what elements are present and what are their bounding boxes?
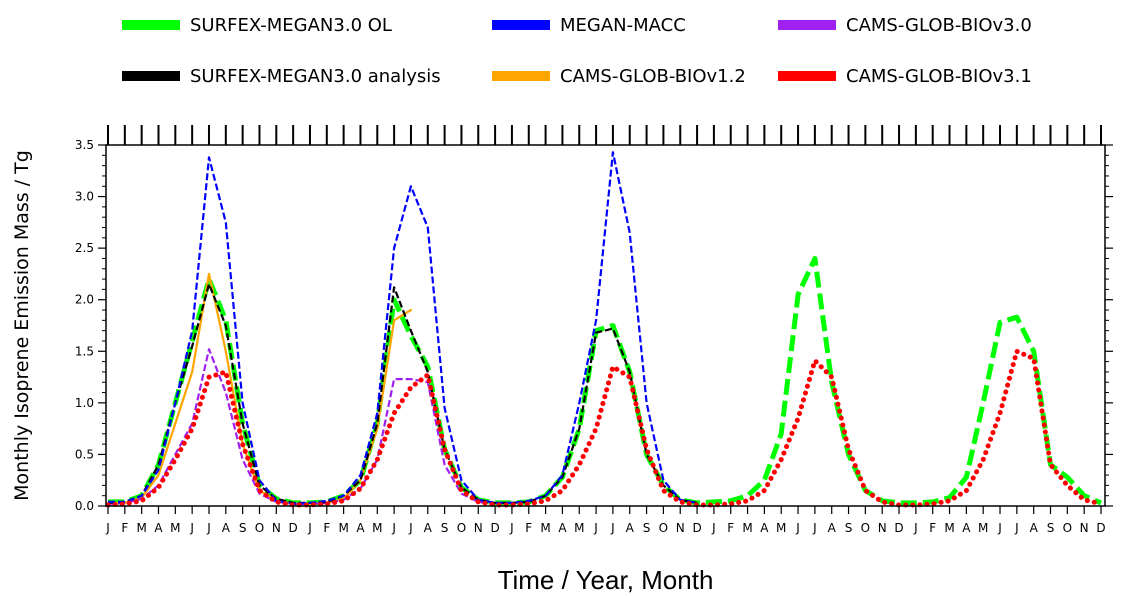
x-month-label: J <box>610 521 615 535</box>
series-line-megan-macc <box>108 151 698 505</box>
x-month-label: O <box>1063 521 1072 535</box>
x-month-label: D <box>692 521 701 535</box>
x-month-label: J <box>408 521 413 535</box>
x-month-label: J <box>307 521 312 535</box>
x-month-label: N <box>878 521 887 535</box>
x-month-label: F <box>121 521 128 535</box>
plot-frame <box>105 144 1106 507</box>
y-tick-label: 1.0 <box>75 396 94 410</box>
x-month-label: A <box>760 521 769 535</box>
x-month-label: J <box>812 521 817 535</box>
legend-swatch-cams-glob-biov3-1 <box>778 71 836 81</box>
x-month-label: A <box>626 521 635 535</box>
x-month-label: M <box>338 521 348 535</box>
x-month-label: A <box>222 521 231 535</box>
y-tick-label: 0.0 <box>75 499 94 513</box>
x-month-label: D <box>289 521 298 535</box>
y-axis: 0.0 0.5 1.0 1.5 2.0 2.5 3.0 3.5 <box>75 138 106 513</box>
x-month-label: N <box>474 521 483 535</box>
x-month-label: S <box>643 521 651 535</box>
series-line-surfex-megan3-0-analysis <box>107 283 698 504</box>
series-layer <box>105 151 1104 508</box>
x-month-label: M <box>136 521 146 535</box>
y-tick-label: 2.5 <box>75 241 94 255</box>
series-line-cams-glob-biov3-0 <box>107 348 496 505</box>
x-month-label: A <box>828 521 837 535</box>
right-tick-marks <box>1105 144 1113 507</box>
x-month-label: J <box>509 521 514 535</box>
legend-label-surfex-megan3-0-ol: SURFEX-MEGAN3.0 OL <box>190 15 392 36</box>
x-month-label: S <box>239 521 247 535</box>
x-month-label: A <box>1030 521 1039 535</box>
legend: SURFEX-MEGAN3.0 OL MEGAN-MACC CAMS-GLOB-BI… <box>122 15 1032 87</box>
x-month-label: A <box>962 521 971 535</box>
x-month-label: D <box>1096 521 1105 535</box>
x-month-label: N <box>1080 521 1089 535</box>
legend-label-cams-glob-biov3-1: CAMS-GLOB-BIOv3.1 <box>846 66 1032 87</box>
x-month-label: O <box>861 521 870 535</box>
x-month-label: A <box>154 521 163 535</box>
x-month-label: J <box>997 521 1002 535</box>
legend-label-megan-macc: MEGAN-MACC <box>560 15 686 36</box>
x-month-label: O <box>457 521 466 535</box>
legend-label-cams-glob-biov1-2: CAMS-GLOB-BIOv1.2 <box>560 66 746 87</box>
legend-label-cams-glob-biov3-0: CAMS-GLOB-BIOv3.0 <box>846 15 1032 36</box>
legend-swatch-cams-glob-biov1-2 <box>492 71 550 81</box>
legend-label-surfex-megan3-0-analysis: SURFEX-MEGAN3.0 analysis <box>190 66 441 87</box>
x-month-label: M <box>742 521 752 535</box>
x-month-label: N <box>676 521 685 535</box>
x-month-label: S <box>1047 521 1055 535</box>
x-month-label: M <box>574 521 584 535</box>
legend-swatch-cams-glob-biov3-0 <box>778 20 836 30</box>
x-month-label: F <box>929 521 936 535</box>
x-month-label: M <box>540 521 550 535</box>
x-month-label: N <box>272 521 281 535</box>
x-month-label: J <box>206 521 211 535</box>
y-tick-label: 1.5 <box>75 344 94 358</box>
x-month-label: J <box>711 521 716 535</box>
x-month-label: M <box>776 521 786 535</box>
x-month-label: S <box>845 521 853 535</box>
x-month-label: A <box>424 521 433 535</box>
x-month-label: J <box>1014 521 1019 535</box>
x-month-label: J <box>593 521 598 535</box>
x-month-label: J <box>189 521 194 535</box>
x-month-label: M <box>978 521 988 535</box>
x-month-label: D <box>894 521 903 535</box>
legend-swatch-surfex-megan3-0-analysis <box>122 71 180 81</box>
y-tick-label: 3.5 <box>75 138 94 152</box>
x-month-label: S <box>441 521 449 535</box>
x-month-label: J <box>391 521 396 535</box>
x-axis-title: Time / Year, Month <box>498 565 714 595</box>
x-month-label: J <box>795 521 800 535</box>
x-month-label: J <box>913 521 918 535</box>
y-tick-label: 2.0 <box>75 293 94 307</box>
y-tick-label: 3.0 <box>75 190 94 204</box>
x-month-label: J <box>105 521 110 535</box>
top-tick-marks <box>107 125 1102 145</box>
legend-swatch-surfex-megan3-0-ol <box>122 20 180 30</box>
x-month-label: A <box>356 521 365 535</box>
x-month-label: M <box>944 521 954 535</box>
series-line-cams-glob-biov3-1 <box>105 348 1104 508</box>
x-month-label: M <box>170 521 180 535</box>
x-month-label: F <box>727 521 734 535</box>
y-tick-label: 0.5 <box>75 447 94 461</box>
legend-swatch-megan-macc <box>492 20 550 30</box>
x-month-label: O <box>659 521 668 535</box>
x-month-label: F <box>525 521 532 535</box>
x-month-label: D <box>490 521 499 535</box>
x-month-label: F <box>323 521 330 535</box>
x-month-label: A <box>558 521 567 535</box>
x-month-label: M <box>372 521 382 535</box>
x-month-label: O <box>255 521 264 535</box>
y-axis-title: Monthly Isoprene Emission Mass / Tg <box>11 150 33 501</box>
